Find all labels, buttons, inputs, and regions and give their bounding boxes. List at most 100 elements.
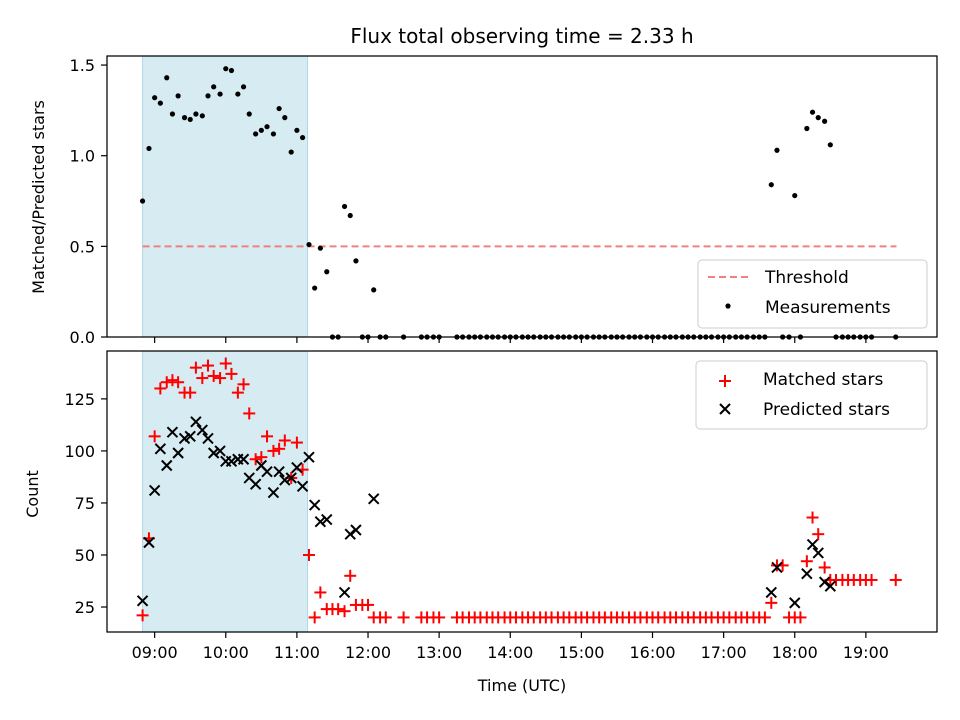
x-tick-label: 10:00 <box>203 643 249 662</box>
matched-star-point <box>249 453 262 466</box>
measurement-point <box>306 241 312 248</box>
measurement-point <box>217 91 223 97</box>
measurement-point <box>299 134 306 141</box>
matched-star-point <box>290 436 303 449</box>
measurement-point <box>235 91 241 97</box>
matched-star-point <box>136 609 149 622</box>
measurement-point <box>199 113 205 119</box>
predicted-star-point <box>344 528 356 540</box>
matched-star-point <box>338 605 351 618</box>
bottom-legend-box <box>695 360 928 430</box>
predicted-star-point <box>321 513 333 526</box>
bottom-legend-predicted-label: Predicted stars <box>763 400 890 420</box>
predicted-star-point <box>166 426 179 438</box>
measurement-point <box>276 105 282 112</box>
matched-star-point <box>818 561 831 574</box>
predicted-star-point <box>143 536 155 549</box>
top-legend-threshold-label: Threshold <box>764 268 849 288</box>
measurement-point <box>792 192 798 199</box>
predicted-star-point <box>249 478 262 490</box>
matched-star-point <box>201 359 214 372</box>
predicted-star-point <box>237 453 250 465</box>
measurement-point <box>347 212 353 219</box>
measurement-point <box>317 245 323 251</box>
measurement-point <box>294 127 300 133</box>
measurement-point <box>157 100 163 106</box>
measurement-point <box>282 115 288 121</box>
y-tick-label: 1.0 <box>70 147 95 166</box>
predicted-star-point <box>154 443 167 455</box>
measurement-point <box>146 145 152 152</box>
x-tick-label: 15:00 <box>558 643 604 662</box>
predicted-star-point <box>818 576 831 588</box>
y-tick-label: 1.5 <box>70 56 95 75</box>
matched-star-point <box>758 611 771 624</box>
matched-star-point <box>255 451 268 464</box>
matched-star-point <box>889 573 902 586</box>
bottom-legend-predicted-swatch <box>719 403 731 415</box>
predicted-star-point <box>806 538 819 551</box>
matched-star-point <box>207 369 220 382</box>
measurement-point <box>175 93 181 99</box>
x-tick-label: 13:00 <box>416 643 462 662</box>
predicted-star-point <box>279 474 291 486</box>
measurement-point <box>768 182 774 188</box>
predicted-star-point <box>207 447 220 459</box>
matched-star-point <box>189 361 202 374</box>
measurement-point <box>139 198 146 204</box>
x-axis-label: Time (UTC) <box>477 676 566 695</box>
matched-star-point <box>332 603 345 616</box>
measurement-point <box>181 115 188 121</box>
predicted-star-point <box>285 472 297 484</box>
chart-title: Flux total observing time = 2.33 h <box>350 24 693 48</box>
measurement-point <box>205 93 211 99</box>
predicted-star-point <box>184 430 196 443</box>
measurement-point <box>258 127 264 133</box>
predicted-star-point <box>771 561 783 574</box>
predicted-star-point <box>190 416 202 428</box>
predicted-star-point <box>202 432 214 445</box>
predicted-star-point <box>308 499 321 511</box>
predicted-star-point <box>148 484 161 497</box>
predicted-star-point <box>368 493 380 505</box>
predicted-star-point <box>172 447 184 459</box>
bottom-legend-matched-label: Matched stars <box>763 370 883 390</box>
y-tick-label: 25 <box>75 598 95 617</box>
measurement-point <box>341 203 348 210</box>
y-tick-label: 75 <box>75 494 95 513</box>
y-tick-label: 0.0 <box>70 328 95 347</box>
x-tick-label: 16:00 <box>629 643 675 662</box>
x-tick-label: 09:00 <box>132 643 178 662</box>
predicted-star-point <box>267 486 280 499</box>
predicted-star-point <box>314 515 327 528</box>
predicted-star-point <box>303 451 315 463</box>
measurement-point <box>324 269 330 275</box>
matched-star-point <box>812 528 825 541</box>
predicted-star-point <box>161 459 173 472</box>
matched-star-point <box>344 569 357 582</box>
y-tick-label: 50 <box>75 546 95 565</box>
matched-star-point <box>267 444 280 457</box>
matched-star-point <box>148 430 161 443</box>
matched-star-point <box>308 611 321 624</box>
bottom-y-axis-label: Count <box>23 470 42 518</box>
predicted-star-point <box>296 480 309 493</box>
matched-star-point <box>302 548 315 561</box>
predicted-star-point <box>225 455 238 468</box>
x-tick-label: 12:00 <box>345 643 391 662</box>
matched-star-point <box>219 357 232 370</box>
measurement-point <box>827 142 833 148</box>
measurement-point <box>815 115 821 121</box>
top-legend-measurements-label: Measurements <box>765 298 891 318</box>
matched-star-point <box>261 430 274 443</box>
matched-star-point <box>231 386 244 399</box>
top-legend-measurements-swatch <box>725 303 731 309</box>
predicted-star-point <box>338 586 351 599</box>
matched-star-point <box>237 378 250 391</box>
measurement-point <box>187 116 193 123</box>
matched-star-point <box>362 598 375 611</box>
predicted-star-point <box>824 580 837 592</box>
predicted-star-point <box>801 568 813 580</box>
bottom-axes-frame <box>106 350 938 633</box>
highlight-span <box>142 55 309 338</box>
